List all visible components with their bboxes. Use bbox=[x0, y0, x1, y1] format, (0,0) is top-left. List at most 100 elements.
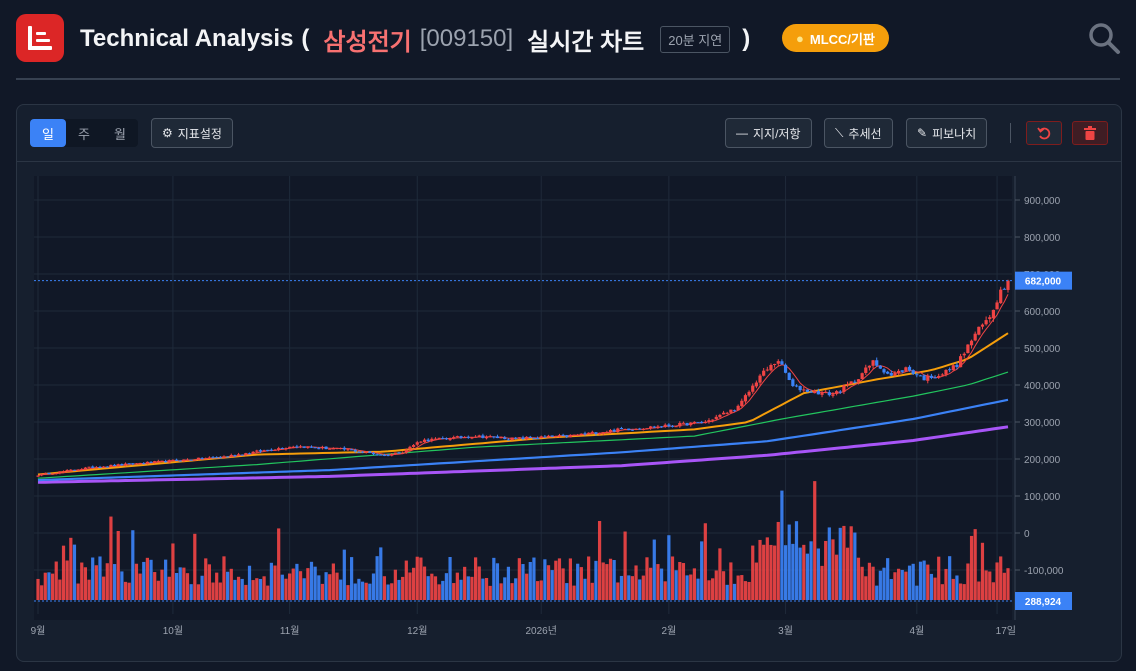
trendline-label: 추세선 bbox=[848, 126, 882, 141]
candle-body bbox=[758, 375, 762, 383]
candle-body bbox=[291, 446, 295, 448]
indicator-settings-label: 지표설정 bbox=[177, 126, 222, 141]
candle-body bbox=[678, 422, 682, 427]
candle-body bbox=[470, 437, 474, 439]
candle-body bbox=[783, 364, 788, 373]
candle-body bbox=[298, 446, 303, 448]
volume-bar bbox=[156, 580, 160, 600]
candle-body bbox=[805, 389, 810, 392]
candle-body bbox=[160, 460, 164, 462]
candle-body bbox=[732, 410, 737, 412]
plot-area bbox=[34, 176, 1012, 620]
chart-toolbar: 일 주 월 ⚙ 지표설정 — 지지/저항 ⟍ 추세선 ✎ 피보나치 bbox=[17, 105, 1121, 162]
candle-body bbox=[886, 371, 890, 374]
candle-body bbox=[966, 344, 970, 354]
candle-body bbox=[463, 437, 467, 439]
volume-bar bbox=[696, 578, 700, 600]
volume-bar bbox=[211, 582, 215, 600]
period-week-button[interactable]: 주 bbox=[78, 126, 90, 142]
x-tick-label: 10월 bbox=[163, 625, 183, 637]
candle-body bbox=[368, 451, 372, 453]
candle-body bbox=[554, 436, 558, 438]
candle-body bbox=[944, 369, 948, 375]
y-tick-label: 800,000 bbox=[1024, 233, 1061, 244]
volume-bar bbox=[765, 537, 769, 600]
indicator-settings-button[interactable]: ⚙ 지표설정 bbox=[151, 118, 233, 148]
volume-bar bbox=[787, 524, 791, 600]
candle-body bbox=[718, 414, 722, 418]
fibonacci-button[interactable]: ✎ 피보나치 bbox=[906, 118, 988, 148]
volume-bar bbox=[302, 578, 306, 600]
volume-bar bbox=[732, 583, 737, 600]
candle-body bbox=[711, 419, 715, 421]
volume-bar bbox=[65, 560, 69, 600]
volume-bar bbox=[889, 579, 893, 600]
volume-bar bbox=[674, 570, 678, 600]
volume-bar bbox=[331, 563, 335, 600]
period-month-button[interactable]: 월 bbox=[114, 126, 126, 142]
sector-badge[interactable]: ● MLCC/기판 bbox=[782, 24, 889, 52]
volume-bar bbox=[988, 571, 992, 600]
volume-bar bbox=[546, 565, 551, 600]
volume-bar bbox=[164, 559, 168, 600]
candle-body bbox=[306, 446, 310, 448]
candle-body bbox=[616, 428, 620, 433]
candle-body bbox=[94, 467, 98, 469]
candle-body bbox=[258, 450, 263, 452]
chart-logo-icon[interactable] bbox=[16, 14, 64, 62]
candle-body bbox=[102, 466, 106, 468]
candle-body bbox=[845, 384, 850, 386]
candle-body bbox=[481, 435, 485, 438]
bulb-icon: ● bbox=[796, 30, 804, 46]
candle-body bbox=[988, 317, 992, 320]
volume-bar bbox=[933, 577, 937, 600]
volume-bar bbox=[229, 568, 233, 600]
volume-bar bbox=[54, 561, 58, 600]
app-header: Technical Analysis ( 삼성전기 [009150] 실시간 차… bbox=[0, 0, 1136, 78]
period-day-button[interactable]: 일 bbox=[30, 119, 66, 147]
volume-bar bbox=[171, 543, 175, 600]
volume-bar bbox=[915, 585, 919, 600]
volume-bar bbox=[120, 571, 124, 600]
volume-bar bbox=[207, 564, 211, 600]
volume-bar bbox=[288, 573, 292, 600]
candle-body bbox=[43, 473, 47, 475]
volume-bar bbox=[539, 580, 543, 600]
search-icon[interactable] bbox=[1086, 20, 1122, 56]
support-resistance-button[interactable]: — 지지/저항 bbox=[725, 118, 812, 148]
candle-body bbox=[459, 436, 463, 438]
volume-bar bbox=[393, 569, 397, 600]
volume-bar bbox=[357, 578, 361, 600]
volume-bar bbox=[127, 582, 131, 600]
volume-bar bbox=[499, 583, 503, 600]
undo-button[interactable] bbox=[1026, 121, 1062, 145]
volume-bar bbox=[382, 576, 387, 600]
candle-body bbox=[747, 391, 751, 396]
volume-bar bbox=[740, 575, 744, 600]
candle-body bbox=[725, 412, 729, 414]
candle-body bbox=[597, 433, 602, 435]
candle-body bbox=[229, 454, 233, 457]
ma60-line bbox=[37, 371, 1009, 479]
candle-body bbox=[937, 375, 941, 378]
volume-bar bbox=[900, 569, 904, 600]
gear-icon: ⚙ bbox=[162, 126, 173, 140]
trendline-button[interactable]: ⟍ 추세선 bbox=[824, 118, 893, 148]
volume-bar bbox=[408, 572, 412, 600]
candle-body bbox=[689, 422, 693, 426]
volume-bar bbox=[317, 575, 321, 600]
volume-bar bbox=[174, 572, 179, 600]
volume-bar bbox=[984, 570, 988, 600]
delete-button[interactable] bbox=[1072, 121, 1108, 145]
candle-body bbox=[83, 467, 88, 470]
candle-body bbox=[798, 386, 802, 391]
candle-body bbox=[878, 365, 882, 369]
candle-body bbox=[893, 373, 897, 376]
volume-bar bbox=[61, 545, 66, 600]
volume-bar bbox=[962, 584, 966, 600]
volume-bar bbox=[769, 544, 773, 600]
candle-body bbox=[127, 463, 131, 465]
volume-bar bbox=[849, 526, 853, 600]
y-tick-label: 900,000 bbox=[1024, 196, 1061, 207]
